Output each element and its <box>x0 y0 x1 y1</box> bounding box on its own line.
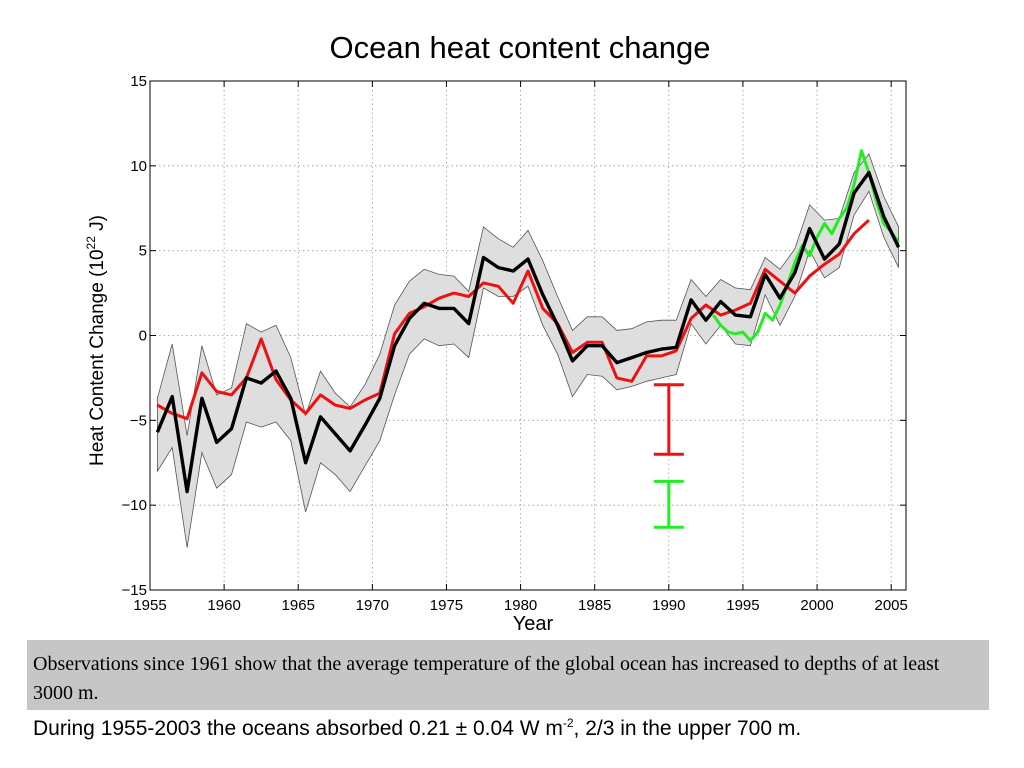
slide-title: Ocean heat content change <box>329 30 711 65</box>
data-series <box>155 149 901 494</box>
y-tick-label: 5 <box>139 243 147 260</box>
error-bars <box>653 383 684 529</box>
x-tick-label: 2000 <box>800 597 833 614</box>
x-tick-label: 1960 <box>207 597 240 614</box>
footnote-text-end: , 2/3 in the upper 700 m. <box>573 717 802 740</box>
error-bar-red <box>653 383 684 456</box>
series-line-black <box>155 170 901 494</box>
y-axis-label-exponent: 22 <box>84 236 98 250</box>
caption-box: Observations since 1961 show that the av… <box>27 640 989 710</box>
x-tick-label: 1970 <box>356 597 389 614</box>
x-tick-label: 1985 <box>578 597 611 614</box>
x-tick-label: 1995 <box>726 597 759 614</box>
y-axis-label: Heat Content Change (1022 J) <box>84 215 108 466</box>
x-tick-label: 1965 <box>282 597 315 614</box>
y-axis-label-main: Heat Content Change (10 <box>87 249 108 466</box>
series-line-green <box>712 149 900 343</box>
uncertainty-band <box>157 153 899 548</box>
y-axis-label-unit: J) <box>87 215 108 236</box>
series-line-red <box>156 218 870 421</box>
y-tick-label: 15 <box>130 73 147 90</box>
x-tick-label: 2005 <box>874 597 907 614</box>
x-axis-label: Year <box>513 613 554 635</box>
axis-ticks: 1955 1960 1965 1970 1975 1980 1985 1990 1995 2000… <box>122 73 908 614</box>
caption-text: Observations since 1961 show that the av… <box>33 653 940 704</box>
x-tick-label: 1980 <box>504 597 537 614</box>
y-tick-label: −15 <box>122 582 147 599</box>
footnote-text: During 1955-2003 the oceans absorbed 0.2… <box>33 717 563 740</box>
x-tick-label: 1990 <box>652 597 685 614</box>
ocean-heat-chart: 1955 1960 1965 1970 1975 1980 1985 1990 1995 2000… <box>84 73 908 635</box>
y-tick-label: −5 <box>130 412 147 429</box>
y-tick-label: −10 <box>122 497 147 514</box>
y-tick-label: 0 <box>139 328 147 345</box>
x-tick-label: 1975 <box>430 597 463 614</box>
y-tick-label: 10 <box>130 158 147 175</box>
x-tick-label: 1955 <box>133 597 166 614</box>
footnote: During 1955-2003 the oceans absorbed 0.2… <box>33 716 801 741</box>
footnote-exponent: -2 <box>562 716 574 730</box>
error-bar-green <box>653 479 684 529</box>
